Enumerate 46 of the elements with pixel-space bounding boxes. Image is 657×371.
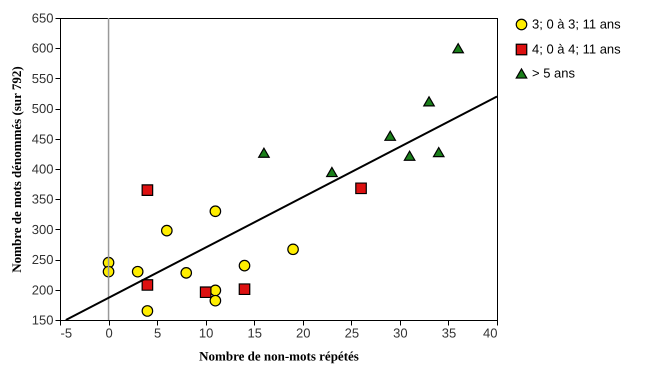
y-tick-label: 350 — [32, 192, 54, 207]
legend-label: 4; 0 à 4; 11 ans — [532, 42, 622, 56]
point — [384, 130, 396, 141]
point — [238, 260, 250, 272]
point — [180, 267, 192, 279]
y-tick-label: 500 — [32, 101, 54, 116]
point — [142, 184, 154, 196]
point — [200, 286, 212, 298]
point — [258, 148, 270, 158]
y-tick-label: 650 — [32, 10, 54, 26]
point — [132, 266, 144, 278]
y-tick-label: 450 — [32, 131, 54, 146]
y-tick-label: 300 — [32, 222, 54, 237]
x-tick-label: 5 — [154, 326, 162, 340]
point — [326, 166, 338, 178]
point — [160, 224, 173, 236]
point — [210, 294, 222, 307]
x-tick-label: 25 — [344, 326, 360, 340]
point — [142, 305, 154, 317]
x-tick-label: 15 — [247, 326, 262, 340]
x-tick-label: 30 — [393, 326, 408, 340]
point — [404, 150, 416, 161]
y-tick-label: 400 — [32, 162, 54, 176]
x-tick-label: 0 — [105, 326, 113, 340]
y-tick-label: 550 — [32, 70, 54, 86]
point — [287, 244, 299, 256]
point — [238, 283, 250, 296]
point — [355, 182, 367, 194]
x-tick-label: 10 — [198, 326, 214, 340]
x-axis-title: Nombre de non-mots répétés — [199, 348, 359, 364]
y-tick-label: 150 — [32, 312, 54, 328]
point — [142, 279, 154, 291]
y-tick-label: 250 — [32, 252, 54, 268]
x-tick-label: -5 — [60, 326, 72, 340]
point — [432, 146, 445, 158]
point — [423, 96, 435, 106]
x-tick-label: 20 — [296, 326, 311, 340]
point — [452, 43, 464, 54]
legend-label: 3; 0 à 3; 11 ans — [532, 16, 622, 32]
point — [210, 205, 222, 218]
x-tick-label: 35 — [442, 326, 456, 340]
y-axis-title: Nombre de mots dénommés (sur 792) — [8, 66, 24, 273]
y-tick-label: 200 — [32, 282, 54, 298]
x-tick-label: 40 — [483, 326, 498, 340]
legend-label: > 5 ans — [532, 66, 576, 80]
y-tick-label: 600 — [32, 40, 54, 56]
